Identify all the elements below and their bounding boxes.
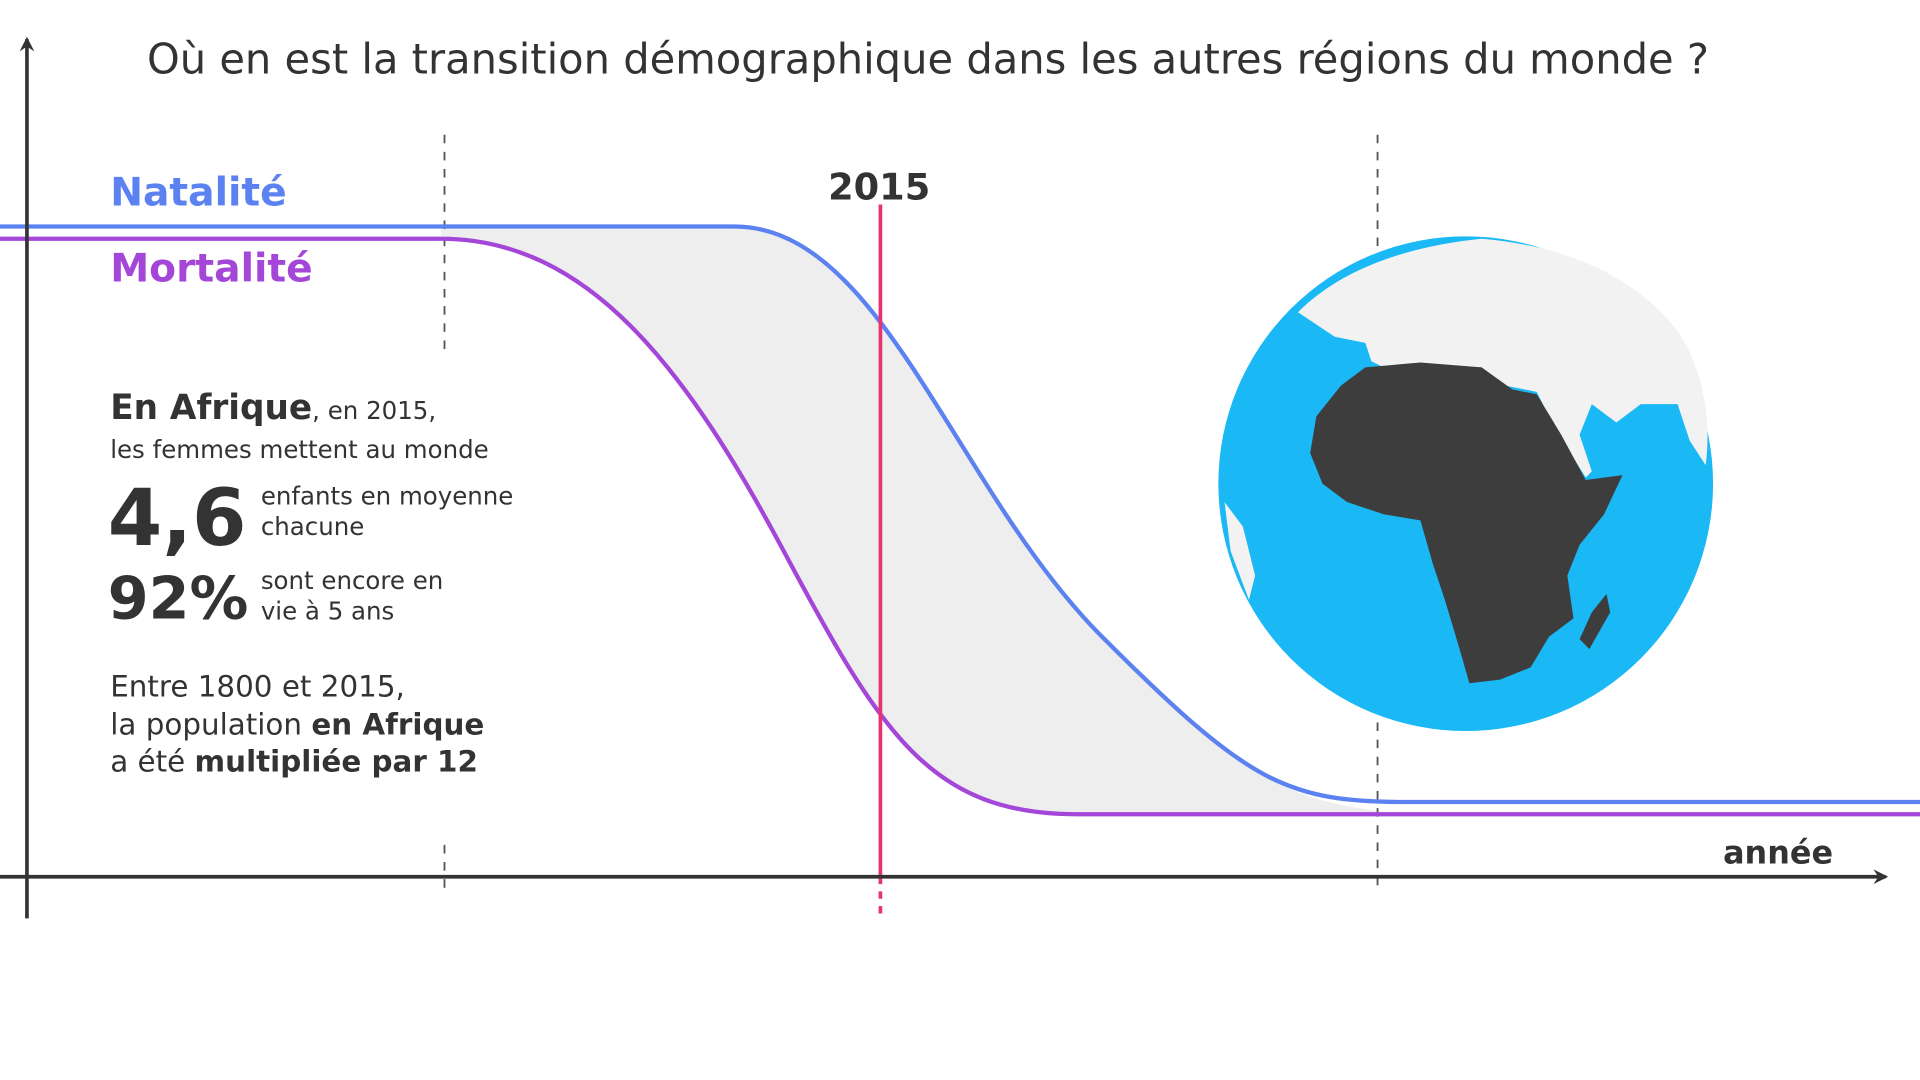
intro-text: les femmes mettent au monde	[110, 435, 489, 464]
x-axis-label: année	[1723, 833, 1833, 871]
legend-birth: Natalité	[110, 171, 287, 216]
intro-year: , en 2015,	[312, 396, 436, 425]
madagascar	[1579, 593, 1611, 649]
legend-death: Mortalité	[110, 247, 313, 292]
stat-value: 4,6	[108, 473, 247, 564]
globe	[1218, 236, 1714, 732]
eurasia	[1297, 238, 1708, 478]
gap-area	[440, 226, 1409, 815]
america	[1224, 502, 1256, 600]
population-emph: en Afrique	[311, 708, 484, 742]
population-text: la population	[110, 708, 311, 742]
population-text: la population en Afrique	[110, 708, 484, 742]
stat-label: enfants en moyenne	[261, 481, 514, 510]
stat-label: sont encore en	[261, 566, 444, 595]
population-emph: multipliée par 12	[195, 744, 478, 778]
intro-line: En Afrique, en 2015,	[110, 388, 436, 428]
intro-region: En Afrique	[110, 388, 312, 428]
africa	[1310, 362, 1623, 684]
title: Où en est la transition démographique da…	[147, 34, 1709, 83]
stat-label: vie à 5 ans	[261, 597, 394, 626]
stat-label: chacune	[261, 512, 364, 541]
birth-curve	[0, 224, 1920, 805]
year-label: 2015	[828, 166, 930, 209]
death-curve	[0, 236, 1920, 817]
phase-lines	[443, 134, 1379, 894]
stat-value: 92%	[108, 563, 249, 632]
population-text: a été multipliée par 12	[110, 744, 478, 778]
population-text: Entre 1800 et 2015,	[110, 670, 405, 704]
population-text: a été	[110, 744, 194, 778]
